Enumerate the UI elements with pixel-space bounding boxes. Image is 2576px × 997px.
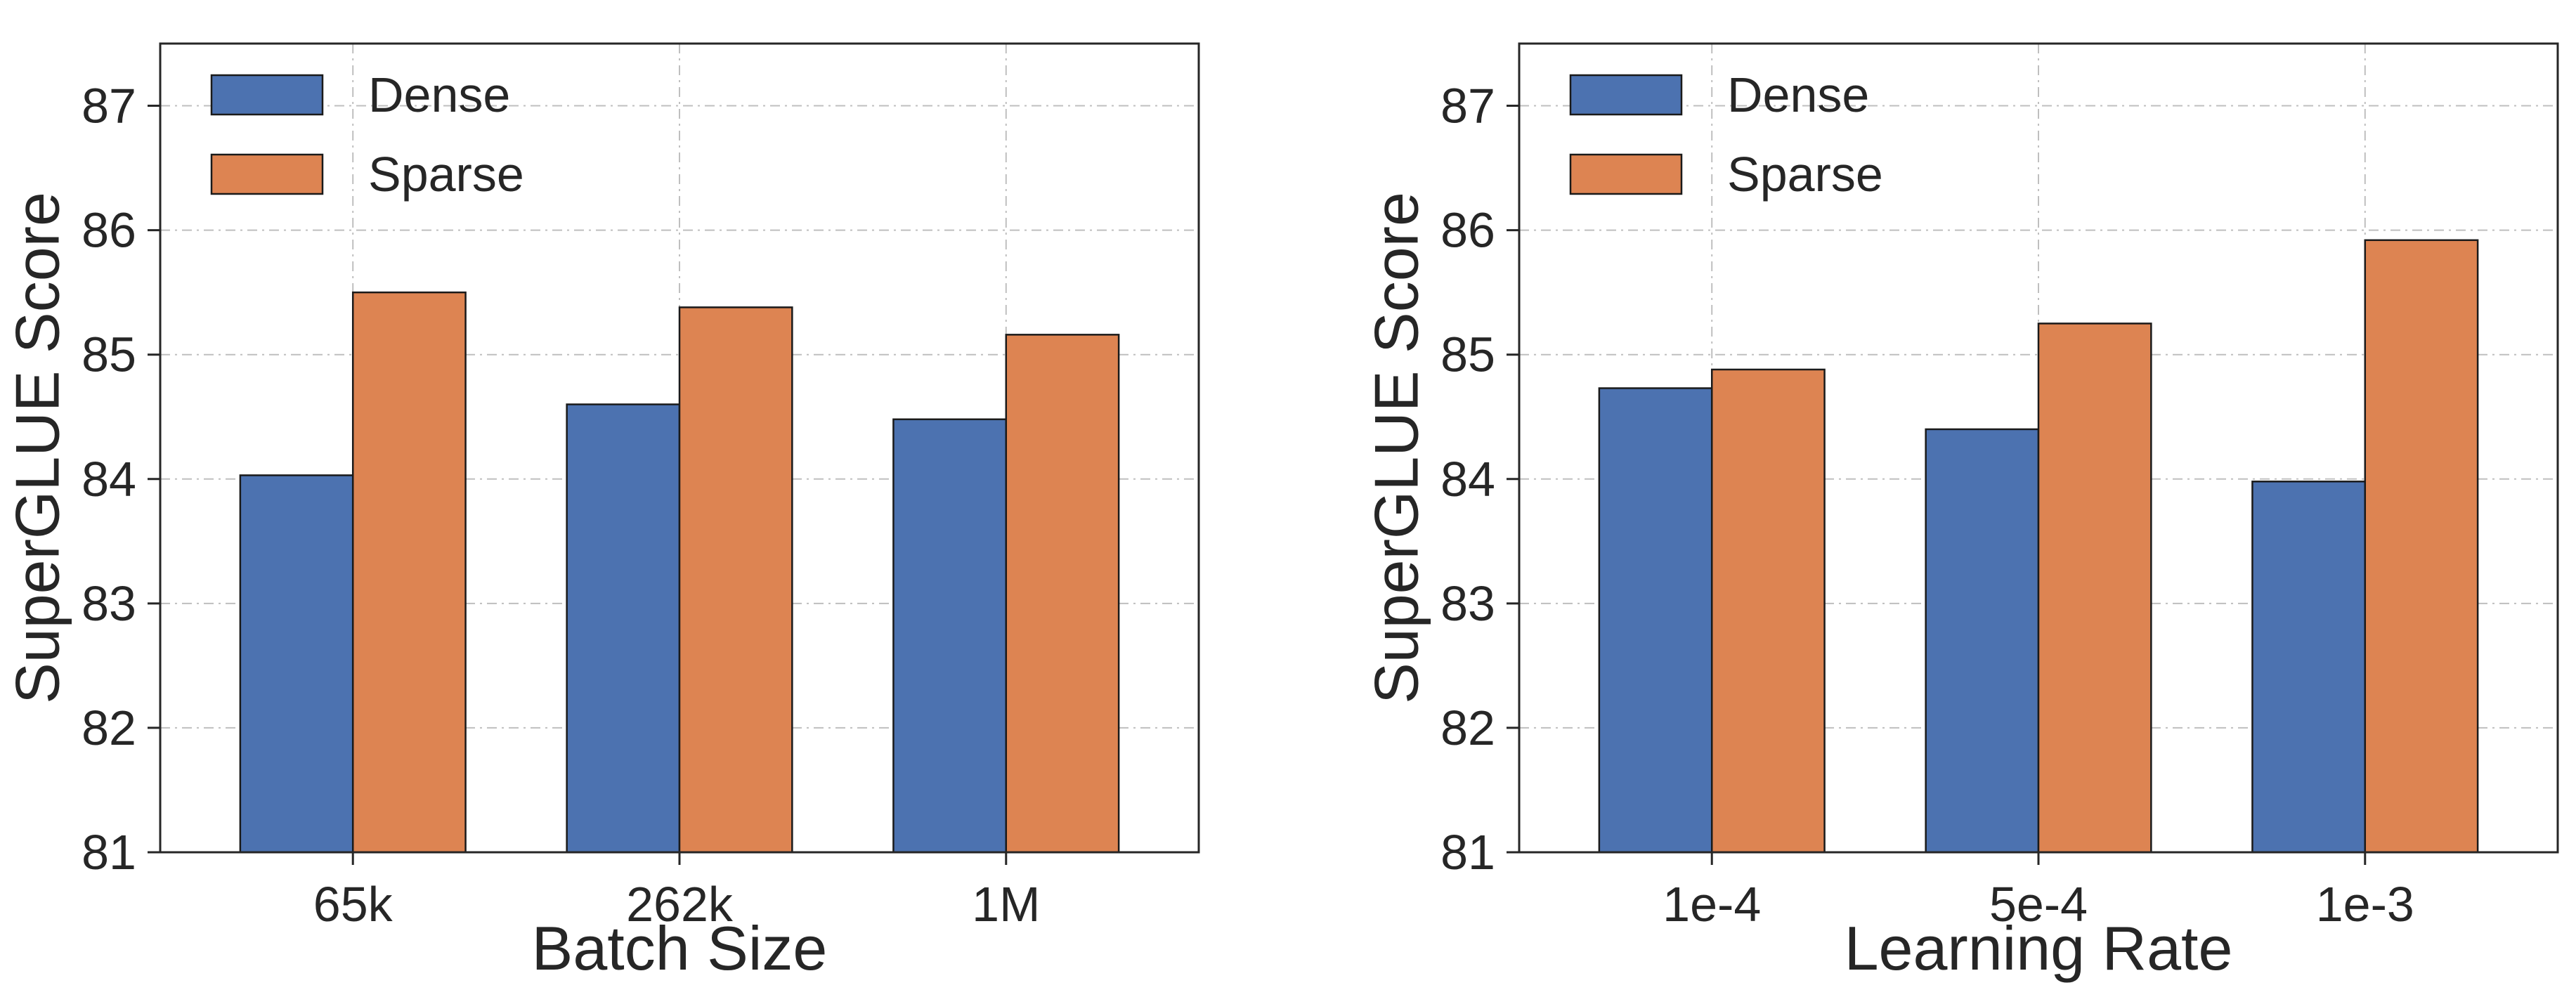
bar-dense-65k bbox=[239, 474, 354, 854]
x-axis-label: Learning Rate bbox=[1845, 913, 2233, 983]
bar-dense-262k bbox=[566, 403, 681, 854]
x-tick-label: 65k bbox=[313, 877, 393, 932]
legend-label-dense: Dense bbox=[368, 67, 510, 122]
y-tick-label: 87 bbox=[1440, 79, 1495, 133]
bar-sparse-5e-4 bbox=[2037, 322, 2152, 854]
x-tick-label: 5e-4 bbox=[1989, 877, 2088, 932]
bar-dense-5e-4 bbox=[1925, 428, 2040, 854]
bar-sparse-262k bbox=[678, 306, 793, 854]
bar-sparse-65k bbox=[351, 291, 467, 854]
y-tick-label: 81 bbox=[1440, 825, 1495, 880]
bar-sparse-1e-4 bbox=[1710, 368, 1826, 854]
y-tick-label: 82 bbox=[1440, 700, 1495, 755]
bar-dense-1M bbox=[892, 418, 1008, 854]
x-tick-label: 1e-3 bbox=[2316, 877, 2414, 932]
legend-label-sparse: Sparse bbox=[368, 147, 524, 202]
x-tick-label: 1e-4 bbox=[1663, 877, 1761, 932]
bar-dense-1e-3 bbox=[2251, 481, 2367, 854]
bar-sparse-1M bbox=[1005, 334, 1120, 854]
y-axis-label: SuperGLUE Score bbox=[1362, 192, 1431, 704]
y-tick-label: 84 bbox=[1440, 452, 1495, 507]
y-tick-label: 83 bbox=[82, 576, 136, 631]
bars bbox=[1598, 239, 2479, 854]
y-tick-label: 87 bbox=[82, 79, 136, 133]
legend-swatch-dense bbox=[210, 74, 324, 116]
x-tick-label: 1M bbox=[972, 877, 1040, 932]
x-axis-label: Batch Size bbox=[532, 913, 828, 983]
y-axis-label: SuperGLUE Score bbox=[3, 192, 72, 704]
x-tick-label: 262k bbox=[626, 877, 734, 932]
chart-panel-2: 81 82 83 84 85 86 87 1e-4 5e-4 1e-3 Learning Rate S… bbox=[1362, 42, 2559, 983]
y-tick-label: 85 bbox=[82, 327, 136, 382]
y-tick-label: 86 bbox=[1440, 203, 1495, 258]
y-tick-label: 85 bbox=[1440, 327, 1495, 382]
chart-panel-1: 81 82 83 84 85 86 87 65k 262k 1M Batch Size SuperGL… bbox=[3, 42, 1200, 983]
y-tick-label: 81 bbox=[82, 825, 136, 880]
y-tick-label: 84 bbox=[82, 452, 136, 507]
y-tick-label: 86 bbox=[82, 203, 136, 258]
legend-label-sparse: Sparse bbox=[1727, 147, 1883, 202]
bar-sparse-1e-3 bbox=[2364, 239, 2479, 854]
bars bbox=[239, 291, 1120, 854]
y-tick-label: 82 bbox=[82, 700, 136, 755]
legend: Dense Sparse bbox=[1569, 67, 1883, 202]
legend-swatch-sparse bbox=[1569, 153, 1683, 195]
bar-dense-1e-4 bbox=[1598, 387, 1713, 854]
legend-label-dense: Dense bbox=[1727, 67, 1869, 122]
legend-swatch-sparse bbox=[210, 153, 324, 195]
legend: Dense Sparse bbox=[210, 67, 524, 202]
y-tick-label: 83 bbox=[1440, 576, 1495, 631]
legend-swatch-dense bbox=[1569, 74, 1683, 116]
